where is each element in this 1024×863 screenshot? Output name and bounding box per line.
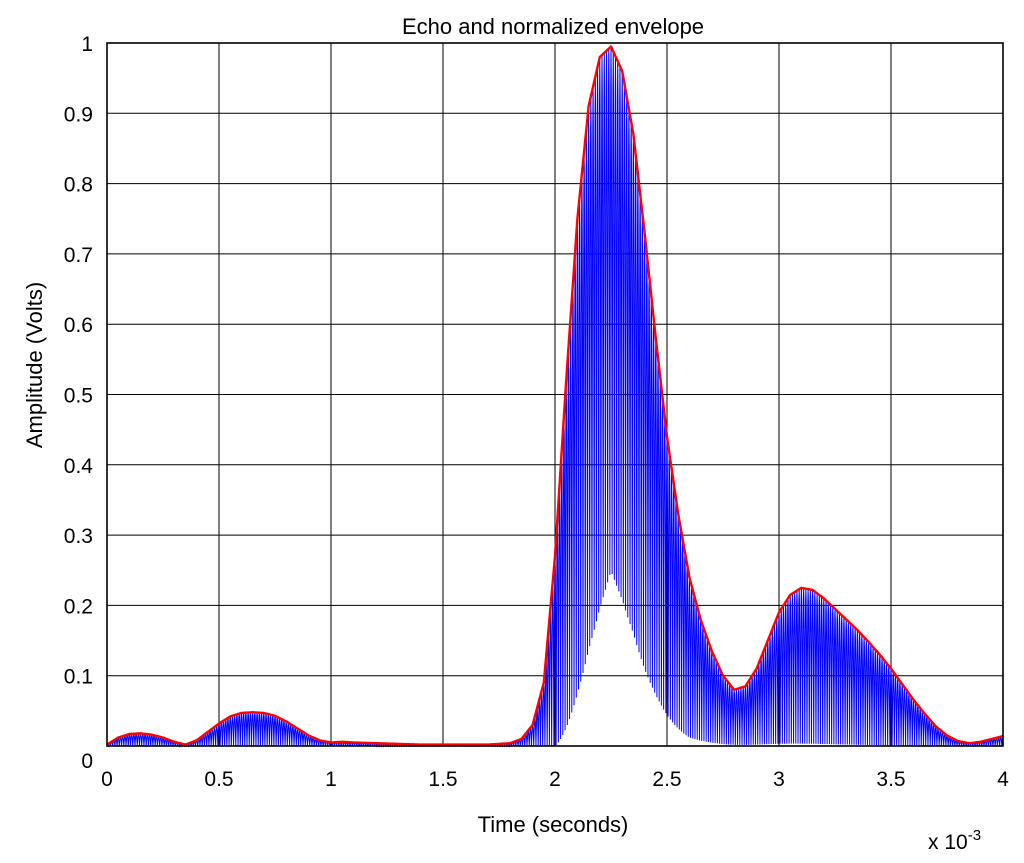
y-tick-labels: 0 0.1 0.2 0.3 0.4 0.5 0.6 0.7 0.8 0.9 1 bbox=[64, 33, 94, 773]
x-axis-exponent-base: x 10 bbox=[928, 831, 968, 854]
x-tick-label-1: 0.5 bbox=[204, 768, 233, 791]
grid-lines bbox=[106, 42, 1004, 747]
y-tick-label-5: 0.5 bbox=[64, 385, 93, 408]
y-axis-label: Amplitude (Volts) bbox=[22, 282, 47, 448]
x-tick-label-4: 2 bbox=[549, 768, 561, 791]
y-tick-label-8: 0.8 bbox=[64, 174, 93, 197]
x-tick-label-3: 1.5 bbox=[428, 768, 457, 791]
y-tick-label-9: 0.9 bbox=[64, 103, 93, 126]
x-tick-label-6: 3 bbox=[773, 768, 785, 791]
x-axis-exponent: x 10-3 bbox=[928, 827, 981, 854]
y-tick-label-3: 0.3 bbox=[64, 525, 93, 548]
y-tick-label-10: 1 bbox=[81, 33, 93, 56]
y-tick-label-1: 0.1 bbox=[64, 666, 93, 689]
x-axis-label: Time (seconds) bbox=[478, 812, 629, 837]
y-tick-label-6: 0.6 bbox=[64, 314, 93, 337]
y-tick-label-7: 0.7 bbox=[64, 244, 93, 267]
x-axis-exponent-power: -3 bbox=[968, 827, 981, 844]
plot-frame bbox=[106, 42, 1004, 747]
chart-title: Echo and normalized envelope bbox=[402, 14, 704, 39]
x-tick-label-0: 0 bbox=[101, 768, 113, 791]
envelope-line bbox=[106, 45, 1004, 746]
x-tick-labels: 0 0.5 1 1.5 2 2.5 3 3.5 4 bbox=[101, 768, 1009, 791]
envelope-series bbox=[106, 45, 1004, 746]
x-tick-label-2: 1 bbox=[325, 768, 337, 791]
y-tick-label-0: 0 bbox=[81, 750, 93, 773]
x-tick-label-8: 4 bbox=[997, 768, 1009, 791]
x-tick-label-7: 3.5 bbox=[876, 768, 905, 791]
y-tick-label-4: 0.4 bbox=[64, 455, 94, 478]
y-tick-label-2: 0.2 bbox=[64, 595, 93, 618]
x-tick-label-5: 2.5 bbox=[652, 768, 681, 791]
